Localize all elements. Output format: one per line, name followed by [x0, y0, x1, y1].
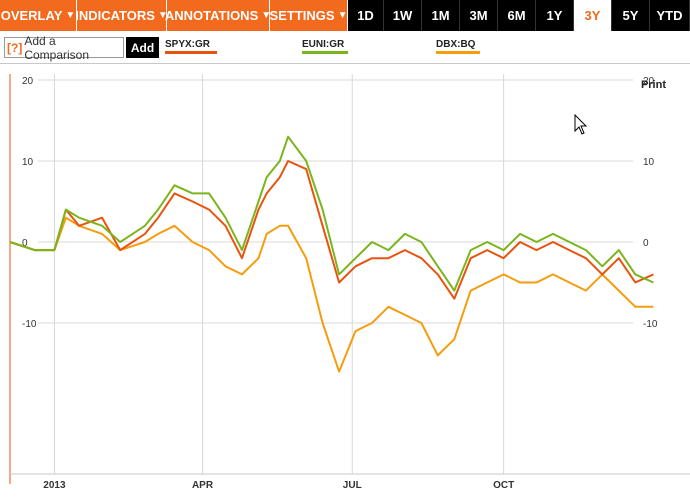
y-tick-label-right: 10 [643, 157, 655, 168]
chart-grid [38, 74, 633, 474]
y-tick-label-right: -10 [643, 319, 658, 330]
chevron-down-icon: ▼ [157, 10, 168, 21]
legend-item-spyx: SPYX:GR [165, 39, 217, 54]
mouse-pointer-icon [574, 114, 588, 135]
chevron-down-icon: ▼ [337, 10, 348, 21]
annotations-menu-label: ANNOTATIONS [164, 8, 259, 23]
help-icon[interactable]: [?] [7, 40, 23, 55]
comparison-bar: [?] Add a Comparison Add SPYX:GR EUNI:GR… [0, 33, 690, 63]
legend-swatch [165, 51, 217, 54]
x-tick-label: 2013 [43, 480, 66, 491]
range-1d-button[interactable]: 1D [348, 0, 384, 31]
chart-axes: 20 20 10 10 0 0 -10 -10 2013 APR JUL OCT [9, 74, 690, 491]
overlay-menu-button[interactable]: OVERLAY ▼ [0, 0, 77, 31]
legend-item-euni: EUNI:GR [302, 39, 348, 54]
y-tick-label-left: 0 [22, 238, 28, 249]
overlay-menu-label: OVERLAY [0, 8, 63, 23]
y-tick-label-left: 20 [22, 76, 34, 87]
series-line-spyxgr [9, 160, 654, 300]
range-5y-button[interactable]: 5Y [612, 0, 650, 31]
chart-series [9, 135, 654, 373]
legend-swatch [302, 51, 348, 54]
x-tick-label: JUL [343, 480, 362, 491]
settings-menu-button[interactable]: SETTINGS ▼ [270, 0, 348, 31]
y-tick-label-right: 20 [643, 76, 655, 87]
price-chart[interactable]: 20 20 10 10 0 0 -10 -10 2013 APR JUL OCT [0, 64, 690, 498]
x-tick-label: APR [192, 480, 214, 491]
range-3y-button[interactable]: 3Y [574, 0, 612, 31]
range-1w-button[interactable]: 1W [384, 0, 422, 31]
y-tick-label-left: 10 [22, 157, 34, 168]
toolbar-divider [0, 63, 690, 64]
indicators-menu-button[interactable]: INDICATORS ▼ [75, 0, 168, 31]
settings-menu-label: SETTINGS [269, 8, 335, 23]
chart-toolbar: OVERLAY ▼ INDICATORS ▼ ANNOTATIONS ▼ SET… [0, 0, 690, 31]
y-tick-label-right: 0 [643, 238, 649, 249]
y-tick-label-left: -10 [22, 319, 37, 330]
range-6m-button[interactable]: 6M [498, 0, 536, 31]
comparison-placeholder: Add a Comparison [24, 33, 90, 62]
legend-label: EUNI:GR [302, 39, 345, 50]
legend-swatch [436, 51, 480, 54]
range-1m-button[interactable]: 1M [422, 0, 460, 31]
annotations-menu-button[interactable]: ANNOTATIONS ▼ [164, 0, 272, 31]
series-line-eunigr [9, 135, 654, 292]
add-comparison-button[interactable]: Add [126, 37, 159, 58]
legend-label: DBX:BQ [436, 39, 476, 50]
chevron-down-icon: ▼ [65, 10, 76, 21]
legend-label: SPYX:GR [165, 39, 211, 50]
print-button[interactable]: Print [640, 79, 666, 91]
legend-item-dbx: DBX:BQ [436, 39, 480, 54]
range-3m-button[interactable]: 3M [460, 0, 498, 31]
indicators-menu-label: INDICATORS [75, 8, 155, 23]
series-line-dbxbq [9, 216, 654, 373]
range-1y-button[interactable]: 1Y [536, 0, 574, 31]
x-tick-label: OCT [493, 480, 514, 491]
chevron-down-icon: ▼ [261, 10, 272, 21]
comparison-input[interactable]: [?] Add a Comparison [4, 34, 124, 62]
range-ytd-button[interactable]: YTD [650, 0, 690, 31]
